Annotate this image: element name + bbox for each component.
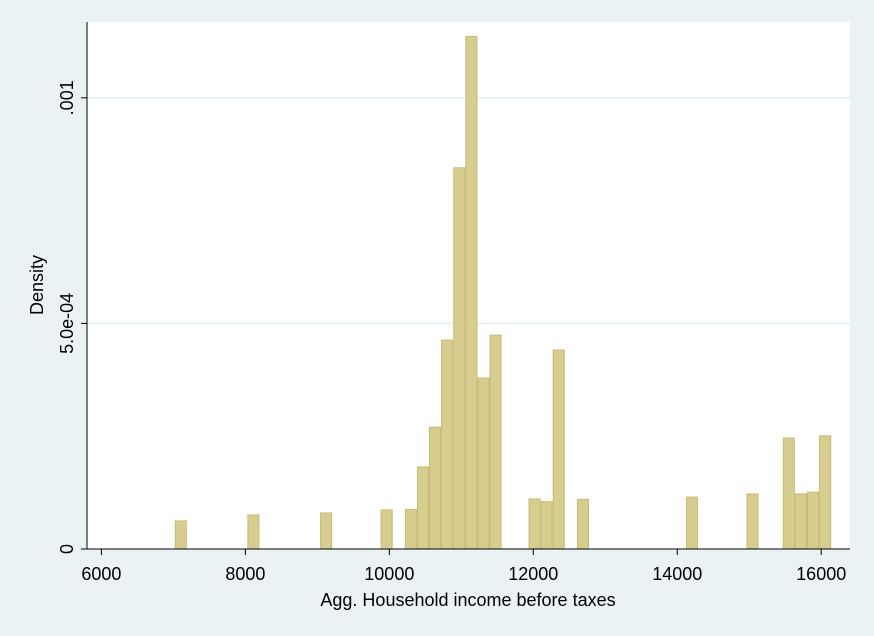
histogram-bar (453, 167, 466, 550)
histogram-bar (404, 508, 417, 550)
bars (174, 35, 832, 550)
y-tick-label: .001 (57, 80, 77, 115)
x-ticks: 6000 8000 10000 12000 14000 16000 (81, 549, 846, 584)
x-tick-label: 12000 (508, 564, 558, 584)
y-axis-title: Density (27, 255, 47, 315)
histogram-bar (441, 339, 454, 550)
histogram-bar (247, 514, 260, 550)
histogram-bar (174, 520, 187, 550)
histogram-bar (320, 512, 333, 550)
histogram-bar (380, 509, 393, 550)
histogram-bar (746, 493, 759, 550)
histogram-bar (465, 35, 478, 550)
x-tick-label: 10000 (364, 564, 414, 584)
histogram-bar (806, 491, 820, 550)
x-tick-label: 14000 (652, 564, 702, 584)
histogram-bar (489, 334, 502, 550)
y-tick-label: 0 (57, 544, 77, 554)
histogram-bar (528, 498, 541, 550)
y-ticks: 0 5.0e-04 .001 (57, 80, 87, 554)
x-tick-label: 8000 (225, 564, 265, 584)
x-axis-title: Agg. Household income before taxes (320, 590, 615, 610)
histogram-bar (540, 501, 553, 550)
histogram-bar (552, 349, 565, 550)
y-tick-label: 5.0e-04 (57, 293, 77, 354)
histogram-bar (428, 426, 442, 550)
histogram-bar (416, 466, 429, 550)
x-tick-label: 6000 (81, 564, 121, 584)
x-tick-label: 16000 (796, 564, 846, 584)
histogram-bar (685, 496, 699, 550)
histogram-bar (477, 377, 490, 550)
histogram-bar (819, 435, 832, 550)
histogram-bar (782, 437, 795, 550)
histogram-bar (794, 493, 807, 550)
histogram-bar (576, 498, 589, 550)
